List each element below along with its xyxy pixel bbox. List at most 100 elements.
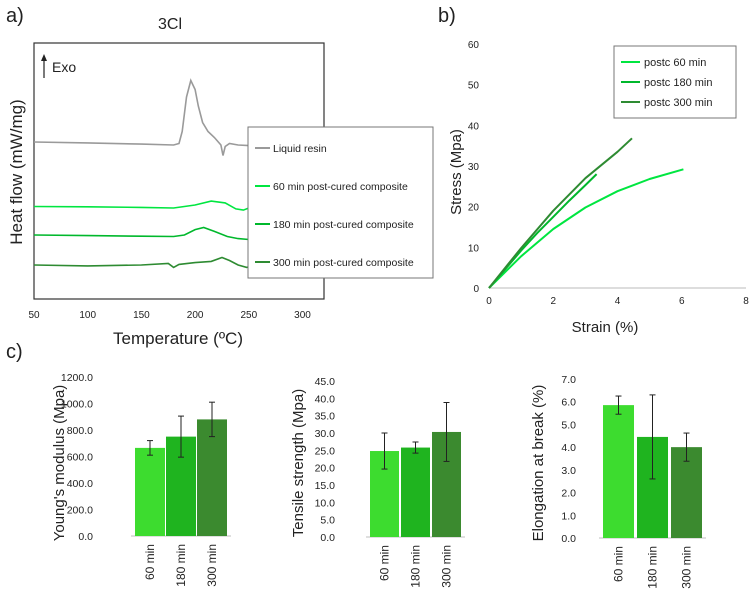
dsc-x-tick: 150 xyxy=(133,310,150,321)
elongation-y-label: Elongation at break (%) xyxy=(530,385,547,542)
dsc-legend-box xyxy=(247,126,434,279)
bar-y-tick: 45.0 xyxy=(315,376,336,388)
ss-legend-label: postc 180 min xyxy=(644,77,712,89)
bar-category-label: 180 min xyxy=(174,544,188,587)
error-bar xyxy=(209,401,215,438)
bar-y-tick: 25.0 xyxy=(315,445,336,457)
dsc-series-0 xyxy=(33,78,271,156)
ss-y-tick: 10 xyxy=(468,243,480,254)
bar-y-tick: 5.0 xyxy=(320,515,335,527)
dsc-legend-label: Liquid resin xyxy=(273,143,327,155)
ss-legend: postc 60 min postc 180 min postc 300 min xyxy=(613,45,737,119)
bar-y-tick: 800.0 xyxy=(67,425,93,437)
dsc-legend-label: 60 min post-cured composite xyxy=(273,181,408,193)
ss-y-tick: 0 xyxy=(473,284,479,295)
bar-y-tick: 2.0 xyxy=(561,488,576,500)
bar-y-tick: 10.0 xyxy=(315,497,336,509)
dsc-series-2 xyxy=(33,226,271,241)
bar-y-tick: 1200.0 xyxy=(61,372,93,384)
error-bar xyxy=(443,401,450,462)
bar-y-tick: 600.0 xyxy=(67,452,93,464)
bar-category-label: 180 min xyxy=(646,546,660,589)
error-bar xyxy=(147,440,153,456)
bar-elongation-2 xyxy=(671,447,702,538)
dsc-curves xyxy=(33,78,271,269)
bar-category-label: 60 min xyxy=(378,545,392,581)
ss-y-tick: 60 xyxy=(468,40,480,51)
panel-label-b: b) xyxy=(438,5,456,27)
error-bar xyxy=(683,432,690,462)
dsc-x-tick: 50 xyxy=(28,310,40,321)
bar-y-tick: 7.0 xyxy=(561,374,576,386)
ss-x-tick: 0 xyxy=(486,296,492,307)
ss-axes: 0 2 4 6 8 0 10 20 30 40 50 60 xyxy=(468,40,749,307)
tensile-y-label: Tensile strength (Mpa) xyxy=(290,389,307,537)
ss-y-tick: 50 xyxy=(468,81,480,92)
dsc-legend: Liquid resin 60 min post-cured composite 1… xyxy=(247,126,434,279)
ss-y-tick: 30 xyxy=(468,162,480,173)
bar-elongation-0 xyxy=(603,405,634,538)
error-bar xyxy=(649,394,656,480)
exo-arrow xyxy=(41,54,47,78)
dsc-x-label: Temperature (ºC) xyxy=(113,329,243,348)
bar-y-tick: 20.0 xyxy=(315,463,336,475)
bar-y-tick: 35.0 xyxy=(315,411,336,423)
bar-category-label: 180 min xyxy=(409,545,423,588)
youngs-modulus-chart: 0.0 200.0 400.0 600.0 800.0 1000.0 1200.0 60 mi… xyxy=(61,372,231,587)
ss-y-tick: 40 xyxy=(468,121,480,132)
bar-category-label: 300 min xyxy=(440,545,454,588)
bar-y-tick: 200.0 xyxy=(67,505,93,517)
ss-x-tick: 6 xyxy=(679,296,685,307)
exo-label: Exo xyxy=(52,59,76,75)
dsc-x-tick: 250 xyxy=(240,310,257,321)
bar-y-tick: 1.0 xyxy=(561,510,576,522)
tensile-strength-chart: 0.0 5.0 10.0 15.0 20.0 25.0 30.0 35.0 40.0 45.0 60… xyxy=(315,376,465,588)
bar-tensile-1 xyxy=(401,447,430,537)
ss-x-tick: 8 xyxy=(743,296,749,307)
bar-y-tick: 1000.0 xyxy=(61,399,93,411)
bar-y-tick: 0.0 xyxy=(561,533,576,545)
bar-y-tick: 0.0 xyxy=(320,532,335,544)
elongation-chart: 0.0 1.0 2.0 3.0 4.0 5.0 6.0 7.0 60 min 180 min 300… xyxy=(561,374,706,589)
dsc-series-1 xyxy=(33,200,271,211)
bar-y-tick: 0.0 xyxy=(78,531,93,543)
ss-x-tick: 4 xyxy=(615,296,621,307)
error-bar xyxy=(615,395,622,415)
ss-curves xyxy=(488,137,684,289)
bar-category-label: 300 min xyxy=(205,544,219,587)
ss-x-label: Strain (%) xyxy=(572,319,639,336)
dsc-y-label: Heat flow (mW/mg) xyxy=(7,99,26,244)
panel-label-a: a) xyxy=(6,5,24,27)
bar-category-label: 60 min xyxy=(612,546,626,582)
dsc-x-tick: 100 xyxy=(79,310,96,321)
bar-category-label: 60 min xyxy=(143,544,157,580)
dsc-series-3 xyxy=(33,256,271,269)
bar-y-tick: 40.0 xyxy=(315,393,336,405)
ss-y-label: Stress (Mpa) xyxy=(448,129,465,215)
bar-y-tick: 3.0 xyxy=(561,465,576,477)
dsc-legend-label: 300 min post-cured composite xyxy=(273,257,414,269)
dsc-x-tick: 300 xyxy=(294,310,311,321)
bar-y-tick: 15.0 xyxy=(315,480,336,492)
bar-y-tick: 30.0 xyxy=(315,428,336,440)
bar-y-tick: 5.0 xyxy=(561,419,576,431)
bar-category-label: 300 min xyxy=(680,546,694,589)
ss-series-0 xyxy=(488,168,684,289)
panel-label-c: c) xyxy=(6,341,23,363)
dsc-x-tick: 200 xyxy=(187,310,204,321)
error-bar xyxy=(412,441,419,454)
bar-youngs-0 xyxy=(135,447,165,536)
dsc-legend-label: 180 min post-cured composite xyxy=(273,219,414,231)
ss-y-tick: 20 xyxy=(468,203,480,214)
ss-legend-label: postc 60 min xyxy=(644,57,706,69)
ss-series-2 xyxy=(488,137,633,289)
bar-y-tick: 6.0 xyxy=(561,397,576,409)
dsc-title: 3Cl xyxy=(158,16,182,33)
error-bar xyxy=(381,432,388,470)
bar-y-tick: 400.0 xyxy=(67,478,93,490)
ss-x-tick: 2 xyxy=(550,296,556,307)
youngs-y-label: Young's modulus (Mpa) xyxy=(51,385,68,542)
bar-youngs-2 xyxy=(197,419,227,536)
dsc-x-ticks: 50 100 150 200 250 300 xyxy=(28,310,311,321)
